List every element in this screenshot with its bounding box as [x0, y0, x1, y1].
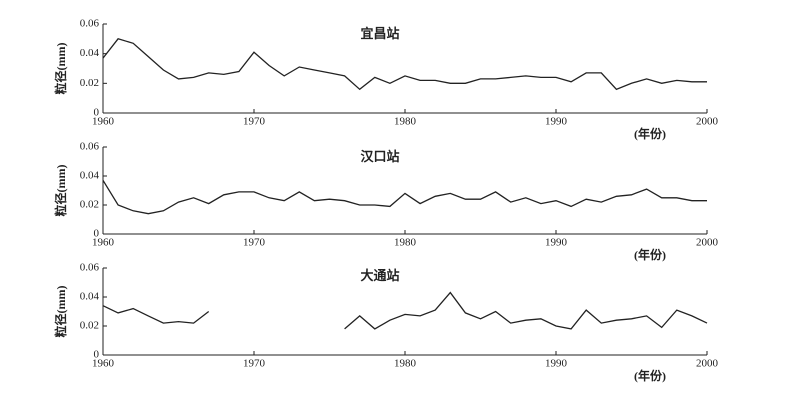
x-tick-label: 1990 [545, 237, 568, 249]
x-axis-label: (年份) [634, 368, 666, 383]
data-line [102, 38, 707, 91]
x-axis-label: (年份) [634, 247, 666, 262]
x-tick-label: 1990 [545, 358, 568, 370]
y-axis-label: 粒径(mm) [53, 43, 68, 95]
x-tick-label: 1980 [394, 358, 417, 370]
x-tick-label: 2000 [696, 237, 719, 249]
y-tick-label: 0.04 [80, 47, 100, 59]
y-axis-label: 粒径(mm) [53, 286, 68, 338]
panel-title: 宜昌站 [360, 26, 399, 41]
x-tick-label: 1970 [243, 116, 266, 128]
y-tick-label: 0.04 [80, 291, 100, 303]
y-tick-label: 0 [94, 228, 100, 240]
data-line [102, 179, 707, 215]
x-tick-label: 1960 [92, 358, 115, 370]
y-tick-label: 0.02 [80, 199, 99, 211]
x-tick-label: 1990 [545, 116, 568, 128]
x-tick-label: 1960 [92, 237, 115, 249]
y-tick-label: 0.02 [80, 77, 99, 89]
y-tick-label: 0.06 [80, 141, 100, 153]
x-tick-label: 1970 [243, 358, 266, 370]
x-tick-label: 2000 [696, 116, 719, 128]
y-tick-label: 0 [94, 107, 100, 119]
panel-title: 汉口站 [360, 149, 399, 164]
x-tick-label: 2000 [696, 358, 719, 370]
y-tick-label: 0.06 [80, 262, 100, 274]
y-tick-label: 0.02 [80, 320, 99, 332]
x-tick-label: 1980 [394, 116, 417, 128]
y-tick-label: 0 [94, 349, 100, 361]
y-axis-label: 粒径(mm) [53, 165, 68, 217]
y-tick-label: 0.04 [80, 170, 100, 182]
data-line [102, 291, 708, 330]
y-tick-label: 0.06 [80, 18, 100, 30]
x-tick-label: 1980 [394, 237, 417, 249]
x-tick-label: 1970 [243, 237, 266, 249]
x-axis-label: (年份) [634, 126, 666, 141]
panel-title: 大通站 [360, 268, 399, 283]
x-tick-label: 1960 [92, 116, 115, 128]
